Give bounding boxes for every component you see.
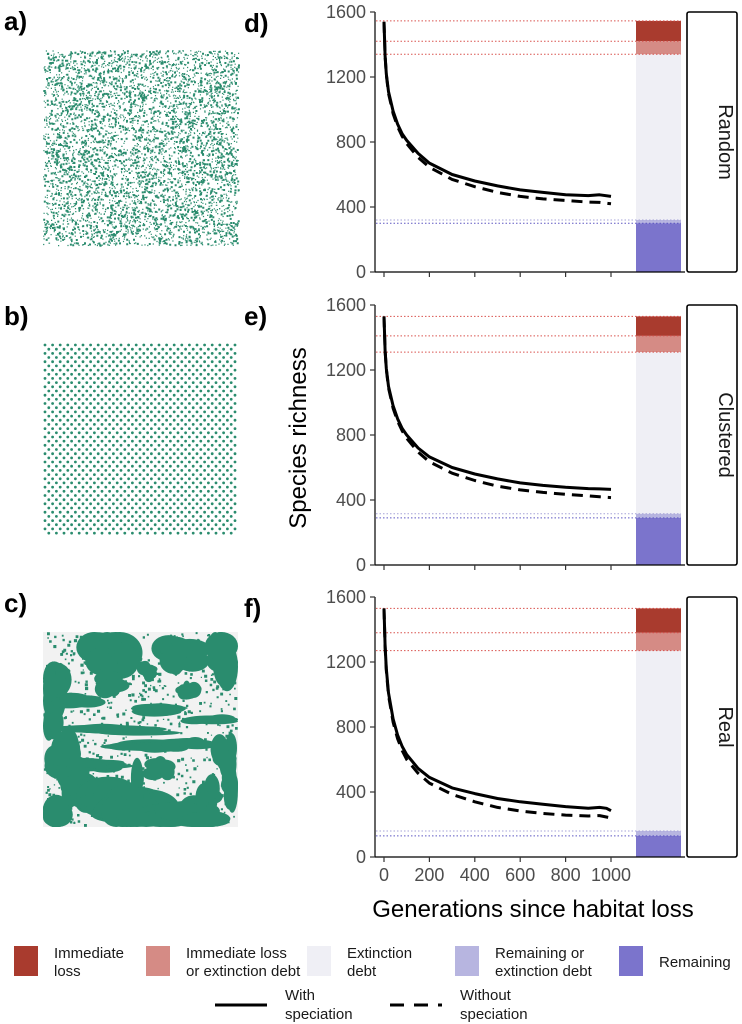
bar-segment-remaining-or-debt [636, 831, 681, 836]
legend-item-without-speciation: Without speciation [390, 987, 528, 1023]
legend-item-remaining: Remaining [619, 946, 731, 976]
facet-strip [686, 11, 738, 273]
y-tick-label: 800 [336, 132, 366, 152]
legend-label: With [285, 987, 315, 1004]
y-tick-label: 0 [356, 262, 366, 282]
habitat-cells [43, 50, 240, 247]
bar-segment-remaining-or-debt [636, 513, 681, 518]
panel-label: e) [244, 301, 267, 331]
panel-label: f) [244, 593, 261, 623]
legend-label: Remaining or [495, 945, 584, 962]
facet-strip-label: Random [714, 104, 736, 180]
x-tick-label: 400 [460, 865, 490, 885]
panel-label-c: c) [4, 588, 27, 618]
bar-segment-remaining [636, 517, 681, 565]
x-tick-label: 0 [379, 865, 389, 885]
bar-segment-extinction-debt [636, 54, 681, 221]
series-without-speciation [382, 21, 612, 206]
bar-segment-remaining-or-debt [636, 220, 681, 224]
legend-label: Extinction [347, 945, 412, 962]
bar-segment-remaining [636, 223, 681, 273]
y-tick-label: 800 [336, 425, 366, 445]
legend-label: Immediate loss [186, 945, 287, 962]
chart-panel-random: d) 0 400 800 1200 1600 Random [244, 2, 738, 282]
legend-label: speciation [460, 1006, 528, 1023]
y-axis-title: Species richness [285, 347, 312, 528]
bar-segment-extinction-debt [636, 352, 681, 514]
y-tick-label: 1200 [326, 652, 366, 672]
landscape-map-random [43, 50, 240, 247]
bar-segment-immediate-loss [636, 608, 681, 633]
legend-label: Immediate [54, 945, 124, 962]
y-tick-label: 400 [336, 490, 366, 510]
y-tick-label: 1600 [326, 587, 366, 607]
panel-label: d) [244, 8, 269, 38]
legend-swatch [146, 946, 170, 976]
chart-panel-real: f) 0 400 800 1200 1600 0 200 400 600 800 1000 Real [244, 587, 738, 885]
bar-segment-immediate-loss-or-debt [636, 632, 681, 651]
bar-segment-immediate-loss-or-debt [636, 335, 681, 353]
bar-segment-remaining [636, 835, 681, 857]
facet-strip-label: Clustered [714, 392, 736, 478]
series-with-speciation [382, 21, 612, 198]
legend-label: Remaining [659, 954, 731, 971]
facet-strip [686, 304, 738, 566]
legend-label: or extinction debt [186, 963, 301, 980]
facet-strip [686, 596, 738, 858]
series-without-speciation [382, 316, 612, 500]
legend-swatch [307, 946, 331, 976]
landscape-map-real [43, 632, 238, 828]
panel-label-b: b) [4, 301, 29, 331]
bar-segment-immediate-loss-or-debt [636, 41, 681, 55]
legend-label: Without [460, 987, 512, 1004]
bar-segment-immediate-loss [636, 316, 681, 336]
legend-swatch [14, 946, 38, 976]
y-tick-label: 1600 [326, 2, 366, 22]
legend-swatch [455, 946, 479, 976]
bar-segment-immediate-loss [636, 20, 681, 42]
facet-strip-label: Real [714, 706, 736, 747]
legend-swatch [619, 946, 643, 976]
y-tick-label: 400 [336, 782, 366, 802]
x-tick-label: 800 [551, 865, 581, 885]
legend-item-with-speciation: With speciation [215, 987, 353, 1023]
x-tick-label: 200 [414, 865, 444, 885]
bar-segment-extinction-debt [636, 650, 681, 831]
legend-label: debt [347, 963, 377, 980]
y-tick-label: 1200 [326, 360, 366, 380]
legend-label: extinction debt [495, 963, 593, 980]
legend-label: loss [54, 963, 81, 980]
panel-label-a: a) [4, 6, 27, 36]
habitat-patches [43, 632, 238, 828]
y-tick-label: 400 [336, 197, 366, 217]
y-tick-label: 800 [336, 717, 366, 737]
series-with-speciation [382, 316, 612, 491]
y-tick-label: 0 [356, 847, 366, 867]
y-tick-label: 0 [356, 555, 366, 575]
x-tick-label: 600 [505, 865, 535, 885]
chart-panels: d) 0 400 800 1200 1600 Random e) 0 400 800 1200 1600… [244, 2, 738, 885]
x-tick-label: 1000 [591, 865, 631, 885]
y-tick-label: 1200 [326, 67, 366, 87]
landscape-map-clustered [43, 343, 237, 535]
series-without-speciation [382, 608, 612, 820]
habitat-clusters [43, 343, 237, 535]
series-with-speciation [382, 608, 612, 813]
y-tick-label: 1600 [326, 295, 366, 315]
chart-panel-clustered: e) 0 400 800 1200 1600 Clustered [244, 295, 738, 575]
legend-label: speciation [285, 1006, 353, 1023]
x-axis-title: Generations since habitat loss [372, 896, 694, 923]
